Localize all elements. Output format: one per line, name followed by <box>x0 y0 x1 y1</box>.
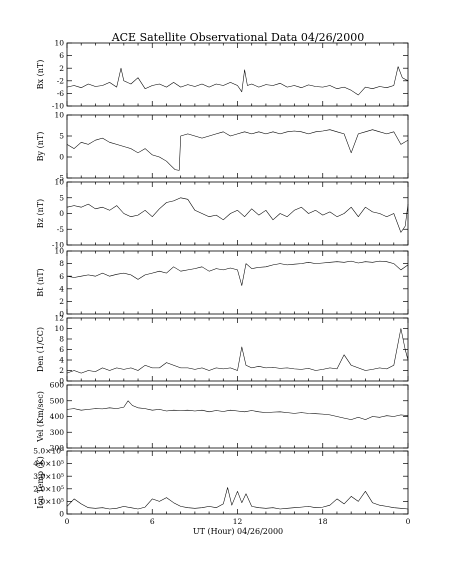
chart-title: ACE Satellite Observational Data 04/26/2… <box>111 31 365 44</box>
y-tick-label: 400 <box>50 412 65 421</box>
y-axis-label: By (nT) <box>36 132 45 162</box>
y-tick-label: 5.0×10⁵ <box>33 447 64 456</box>
y-tick-label: 2 <box>59 64 64 73</box>
x-tick-label: 18 <box>318 517 328 526</box>
y-tick-label: 1.0×10⁵ <box>33 497 64 506</box>
y-axis-label: Vel (Km/sec) <box>36 391 45 443</box>
y-tick-label: 10 <box>54 324 64 333</box>
y-tick-label: 2 <box>59 297 64 306</box>
series-line <box>66 328 409 374</box>
series-line <box>66 197 409 233</box>
y-axis-label: Ion Temp (K) <box>36 456 45 509</box>
series-line <box>66 260 409 286</box>
series-line <box>66 487 409 510</box>
y-tick-label: 8 <box>59 335 64 344</box>
y-tick-label: 6 <box>59 345 64 354</box>
y-axis-label: Den (1/CC) <box>36 327 45 372</box>
y-tick-label: 10 <box>54 247 64 256</box>
y-tick-label: -5 <box>57 174 65 183</box>
y-tick-label: 10 <box>54 39 64 48</box>
y-axis-label: Bt (nT) <box>36 268 45 296</box>
y-tick-label: 200 <box>50 444 65 453</box>
y-axis-label: Bz (nT) <box>36 199 45 228</box>
y-tick-label: -6 <box>57 89 65 98</box>
y-tick-label: -5 <box>57 225 65 234</box>
panel-frame <box>66 181 409 246</box>
panel-frame <box>66 114 409 179</box>
series-line <box>66 66 409 96</box>
panel-1: -10 -6 -2 2 6 10 Bx (nT) <box>36 39 409 111</box>
panel-frame <box>66 450 409 515</box>
series-line <box>66 400 409 420</box>
x-tick-label: 0 <box>406 517 411 526</box>
y-tick-label: 2.0×10⁵ <box>33 484 64 493</box>
panels-group: -10 -6 -2 2 6 10 Bx (nT) -5 0 5 10 By (nT) -10 -5 0 5 10… <box>33 39 409 519</box>
y-tick-label: 4 <box>59 356 64 365</box>
y-tick-label: 0 <box>59 209 64 218</box>
y-tick-label: 10 <box>54 111 64 120</box>
y-tick-label: 8 <box>59 259 64 268</box>
x-axis-label: UT (Hour) 04/26/2000 <box>193 527 283 536</box>
panel-2: -5 0 5 10 By (nT) <box>36 111 409 183</box>
y-tick-label: 0 <box>59 377 64 386</box>
y-tick-label: -10 <box>52 102 64 111</box>
y-axis-label: Bx (nT) <box>36 60 45 90</box>
y-tick-label: 10 <box>54 178 64 187</box>
panel-frame <box>66 42 409 107</box>
panel-frame <box>66 317 409 382</box>
y-tick-label: 0 <box>59 510 64 519</box>
y-tick-label: 300 <box>50 428 65 437</box>
y-tick-label: 3.0×10⁵ <box>33 472 64 481</box>
panel-6: 200 300 400 500 600 Vel (Km/sec) <box>36 381 409 453</box>
y-tick-label: 12 <box>54 314 64 323</box>
y-tick-label: -10 <box>52 241 64 250</box>
y-tick-label: 2 <box>59 366 64 375</box>
y-tick-label: 4.0×10⁵ <box>33 459 64 468</box>
y-tick-label: 500 <box>50 396 65 405</box>
y-tick-label: 5 <box>59 132 64 141</box>
panel-3: -10 -5 0 5 10 Bz (nT) <box>36 178 409 250</box>
panel-frame <box>66 250 409 315</box>
y-tick-label: 0 <box>59 310 64 319</box>
y-tick-label: 600 <box>50 381 65 390</box>
panel-frame <box>66 384 409 449</box>
x-tick-labels: 0 6 12 18 0 <box>65 517 411 526</box>
y-tick-label: 6 <box>59 272 64 281</box>
panel-4: 0 2 4 6 8 10 Bt (nT) <box>36 247 409 319</box>
x-tick-label: 12 <box>233 517 243 526</box>
y-tick-label: 0 <box>59 153 64 162</box>
y-tick-label: -2 <box>57 76 65 85</box>
series-line <box>66 129 409 171</box>
x-tick-label: 0 <box>65 517 70 526</box>
panel-7: 0 1.0×10⁵ 2.0×10⁵ 3.0×10⁵ 4.0×10⁵ 5.0×10⁵Ion … <box>33 447 409 519</box>
y-tick-label: 4 <box>59 284 64 293</box>
y-tick-label: 6 <box>59 51 64 60</box>
y-tick-label: 5 <box>59 193 64 202</box>
x-tick-label: 6 <box>150 517 155 526</box>
